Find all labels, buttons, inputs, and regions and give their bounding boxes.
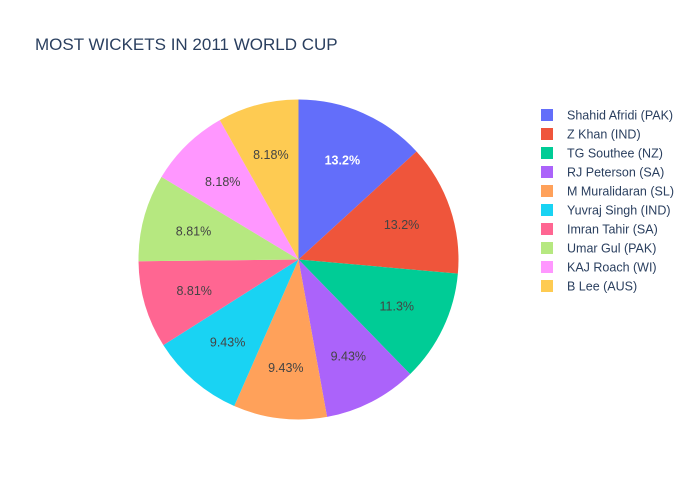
pie-slice-labels: 13.2% 13.2% 11.3% 9.43% 9.43% 9.43% 8.81% 8.81%… [176,148,419,375]
legend-label: KAJ Roach (WI) [567,261,657,275]
pie-slice-shahid-afridi-pak[interactable] [298,99,417,260]
legend-swatch [541,204,553,216]
legend-swatch [541,109,553,121]
legend-label: B Lee (AUS) [567,280,637,294]
slice-percent-label: 9.43% [210,336,245,350]
pie-slice-z-khan-ind[interactable] [298,151,459,274]
legend-swatch [541,166,553,178]
legend-label: Shahid Afridi (PAK) [567,109,673,123]
legend-label: Z Khan (IND) [567,128,641,142]
slice-percent-label: 11.3% [380,300,415,314]
slice-percent-label: 13.2% [384,218,419,232]
slice-percent-label: 8.18% [205,175,240,189]
legend-label: M Muralidaran (SL) [567,185,674,199]
chart-title: MOST WICKETS IN 2011 WORLD CUP [35,35,338,54]
legend-label: Imran Tahir (SA) [567,223,658,237]
slice-percent-label: 13.2% [325,153,360,167]
legend-item-z-khan-ind[interactable]: Z Khan (IND) [541,128,641,142]
legend: Shahid Afridi (PAK) Z Khan (IND) TG Southe… [541,109,674,294]
legend-item-rj-peterson-sa[interactable]: RJ Peterson (SA) [541,166,664,180]
legend-label: Umar Gul (PAK) [567,242,656,256]
pie-slice-kaj-roach-wi[interactable] [161,120,299,260]
legend-item-m-muralidaran-sl[interactable]: M Muralidaran (SL) [541,185,674,199]
legend-swatch [541,147,553,159]
slice-percent-label: 8.81% [176,224,211,238]
legend-item-umar-gul-pak[interactable]: Umar Gul (PAK) [541,242,656,256]
legend-swatch [541,280,553,292]
legend-item-kaj-roach-wi[interactable]: KAJ Roach (WI) [541,261,657,275]
legend-swatch [541,223,553,235]
pie-slice-tg-southee-nz[interactable] [298,259,458,375]
legend-item-yuvraj-singh-ind[interactable]: Yuvraj Singh (IND) [541,204,671,218]
slice-percent-label: 9.43% [331,350,366,364]
slice-percent-label: 8.18% [253,148,288,162]
pie-slice-imran-tahir-sa[interactable] [138,259,299,346]
legend-item-b-lee-aus[interactable]: B Lee (AUS) [541,280,637,294]
legend-item-tg-southee-nz[interactable]: TG Southee (NZ) [541,147,663,161]
slice-percent-label: 8.81% [176,284,211,298]
legend-swatch [541,261,553,273]
legend-item-shahid-afridi-pak[interactable]: Shahid Afridi (PAK) [541,109,673,123]
pie-slice-b-lee-aus[interactable] [219,99,299,260]
pie-slice-m-muralidaran-sl[interactable] [234,259,328,420]
legend-label: Yuvraj Singh (IND) [567,204,671,218]
pie-slice-rj-peterson-sa[interactable] [298,259,411,417]
legend-swatch [541,185,553,197]
pie-slice-umar-gul-pak[interactable] [138,176,299,262]
legend-label: TG Southee (NZ) [567,147,663,161]
pie-slices [138,99,459,420]
pie-slice-yuvraj-singh-ind[interactable] [163,259,299,407]
legend-label: RJ Peterson (SA) [567,166,664,180]
slice-percent-label: 9.43% [268,361,303,375]
legend-item-imran-tahir-sa[interactable]: Imran Tahir (SA) [541,223,658,237]
legend-swatch [541,242,553,254]
legend-swatch [541,128,553,140]
